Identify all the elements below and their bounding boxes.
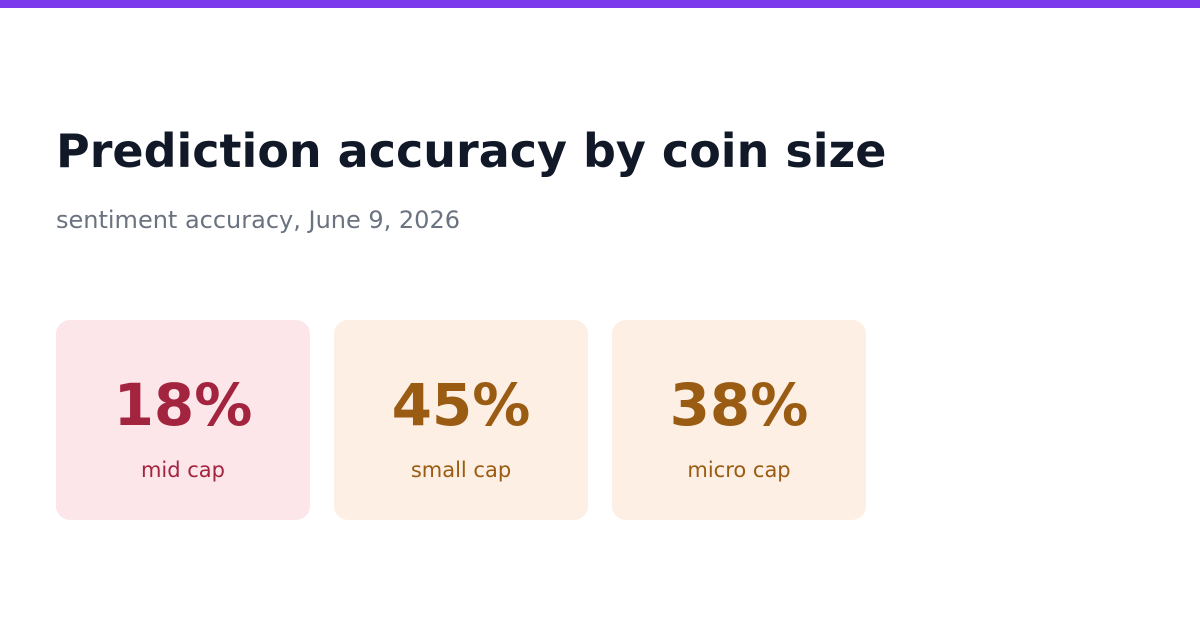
stat-value: 18%	[113, 371, 253, 439]
stat-label: micro cap	[687, 458, 791, 482]
stat-label: mid cap	[140, 458, 226, 482]
stat-card: 18% mid cap	[56, 320, 310, 520]
stat-card: 45% small cap	[334, 320, 588, 520]
stat-value: 45%	[391, 371, 531, 439]
card-row: 18% mid cap 45% small cap 38% micro cap	[56, 320, 866, 520]
subtitle: sentiment accuracy, June 9, 2026	[56, 206, 460, 234]
stat-value: 38%	[669, 371, 809, 439]
accent-bar	[0, 0, 1200, 8]
title: Prediction accuracy by coin size	[56, 124, 887, 178]
stat-card: 38% micro cap	[612, 320, 866, 520]
stat-label: small cap	[410, 458, 512, 482]
